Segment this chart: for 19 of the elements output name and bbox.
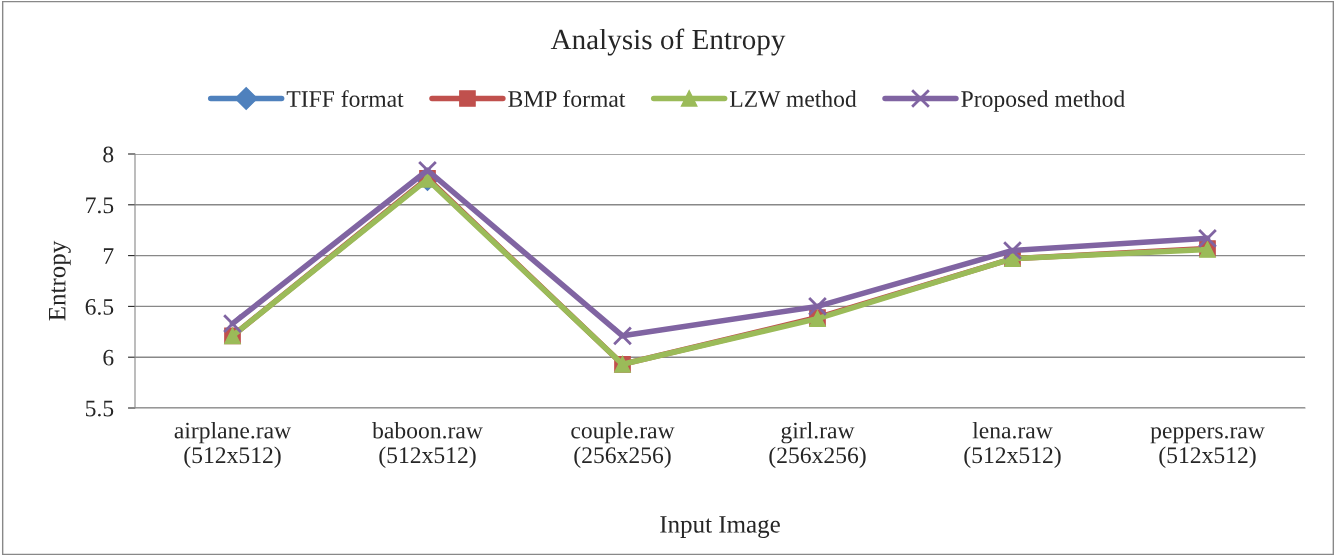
legend-label: Proposed method — [961, 90, 1125, 112]
legend-label: TIFF format — [286, 90, 404, 107]
x-tick-label: couple.raw (256x256) — [571, 421, 675, 468]
y-tick-label: 5.5 — [86, 400, 114, 417]
y-axis-title: Entropy — [49, 240, 71, 321]
x-axis-title: Input Image — [660, 516, 780, 538]
x-tick-label: airplane.raw (512x512) — [174, 421, 292, 468]
y-tick-label: 7.5 — [86, 197, 114, 214]
y-tick-label: 6.5 — [85, 298, 114, 315]
legend-label: BMP format — [508, 90, 626, 107]
chart-title: Analysis of Entropy — [550, 28, 786, 56]
y-tick-label: 8 — [103, 146, 114, 163]
y-tick-label: 6 — [103, 349, 114, 366]
y-tick-label: 7 — [103, 248, 114, 264]
x-tick-label: lena.raw (512x512) — [964, 421, 1061, 468]
x-tick-label: peppers.raw (512x512) — [1150, 427, 1265, 468]
legend-label: LZW method — [729, 90, 857, 108]
x-tick-label: girl.raw (256x256) — [769, 421, 866, 469]
x-tick-label: baboon.raw (512x512) — [372, 421, 483, 468]
